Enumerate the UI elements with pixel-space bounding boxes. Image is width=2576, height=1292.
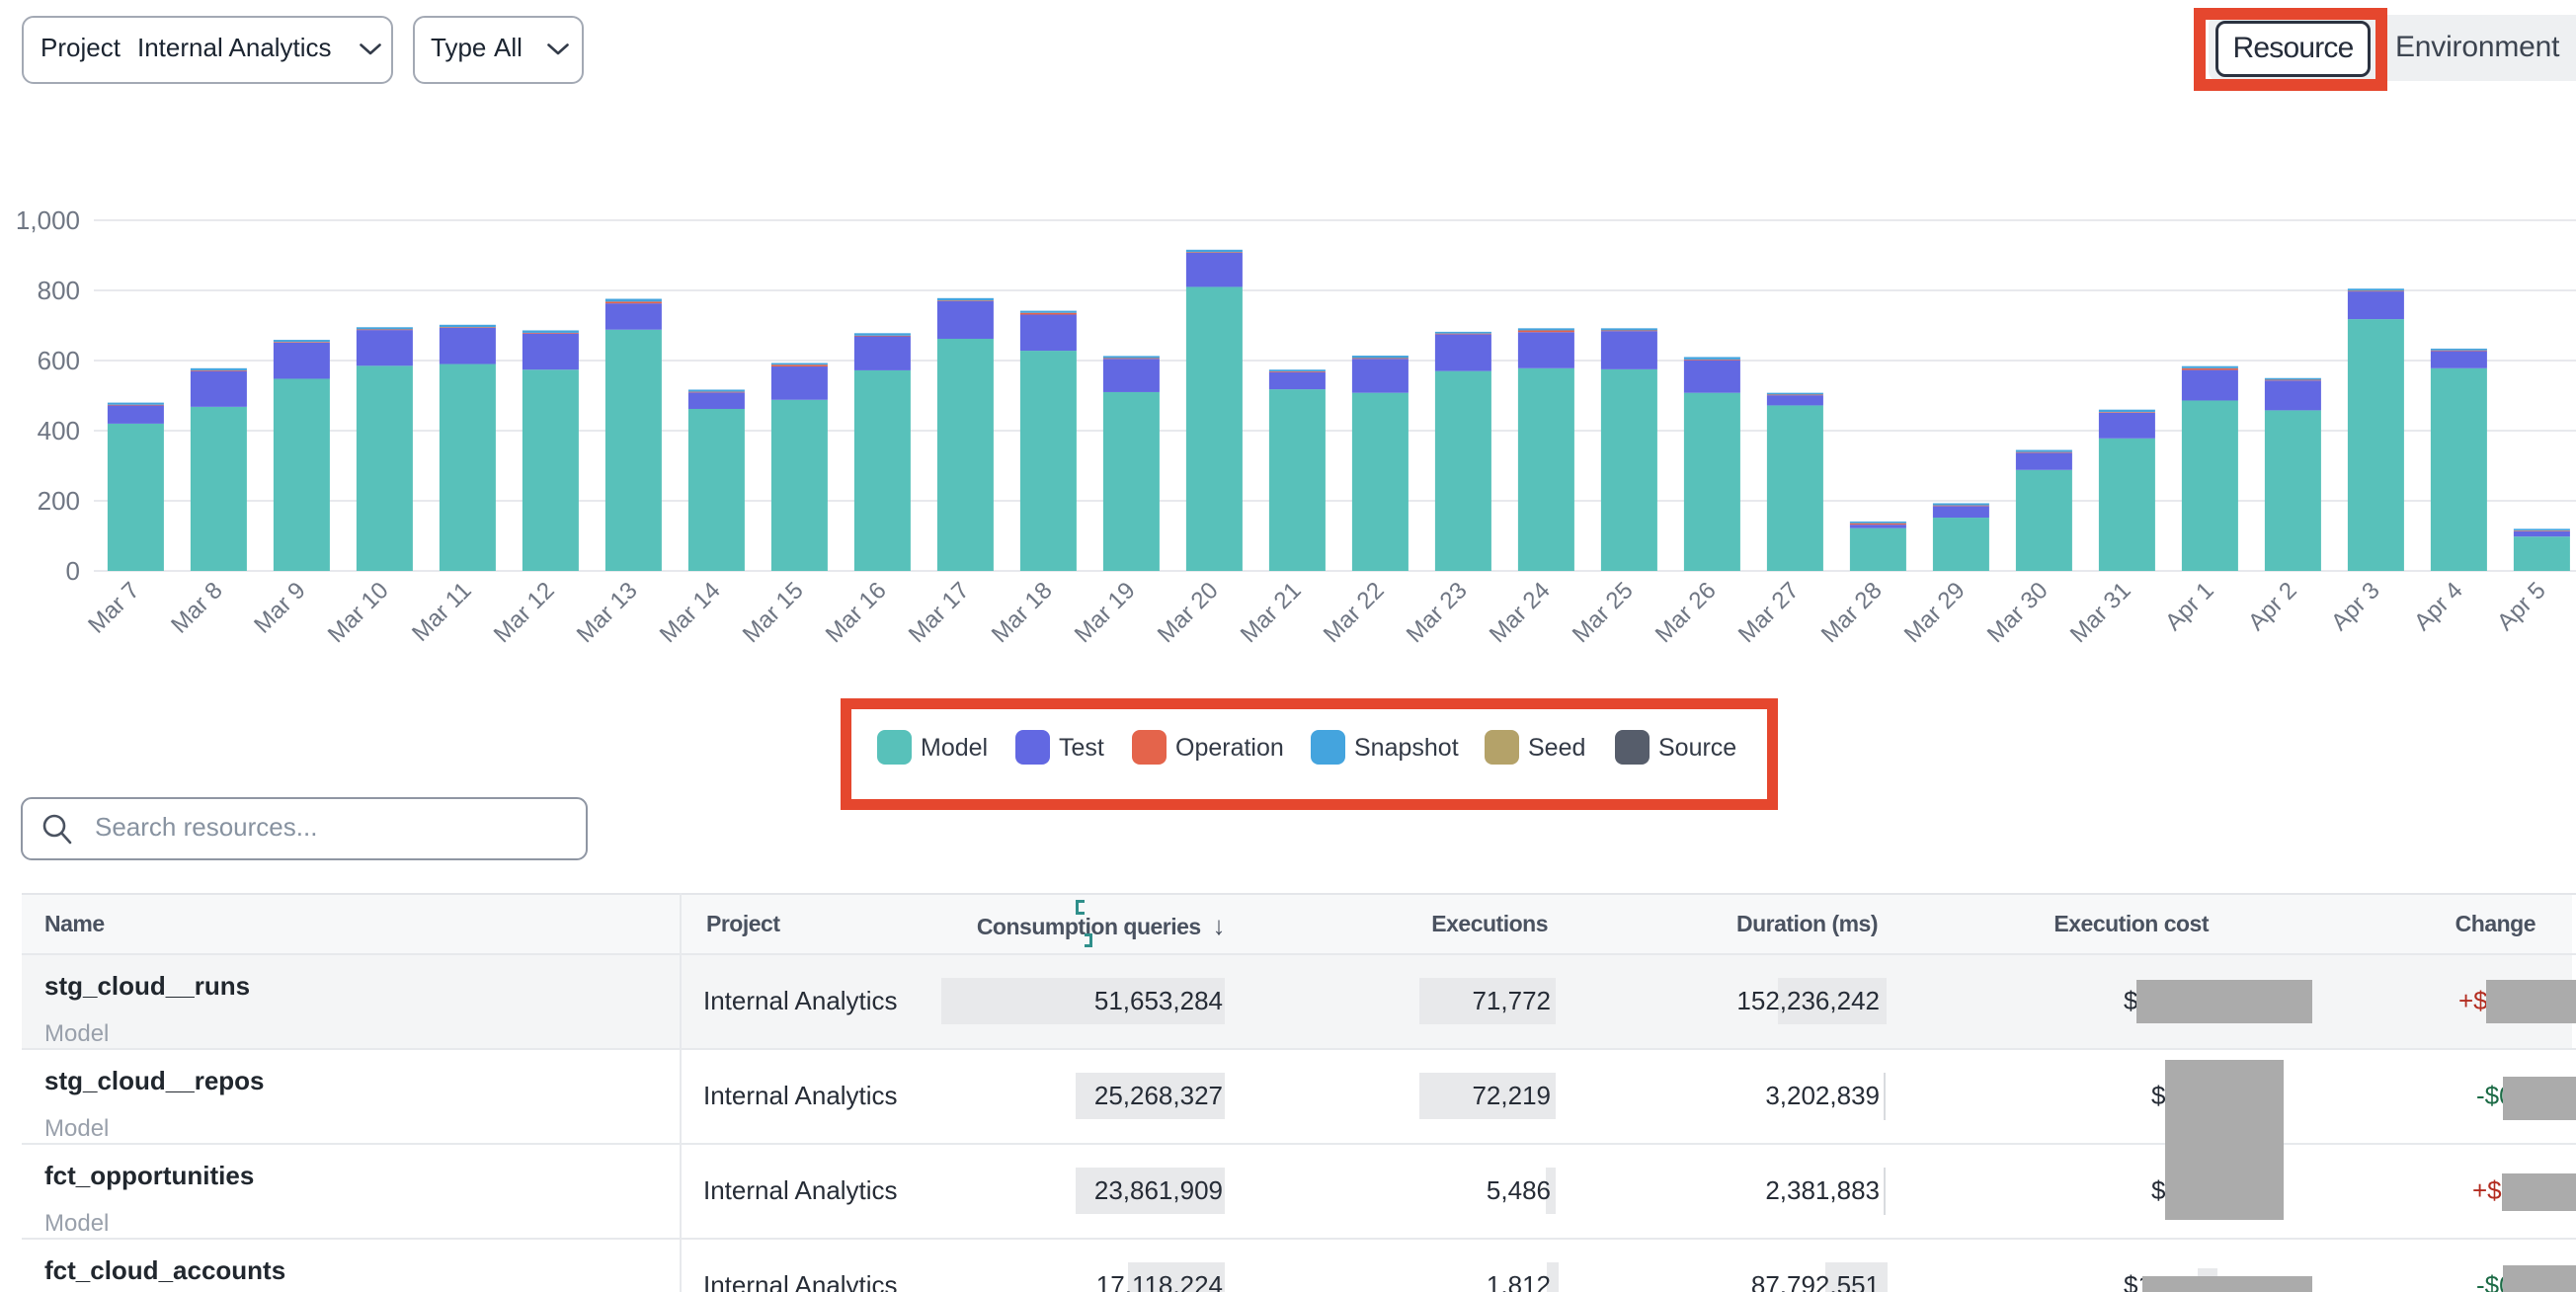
svg-text:Apr 1: Apr 1 [2160,577,2219,636]
svg-text:Mar 11: Mar 11 [407,577,477,647]
svg-text:800: 800 [38,276,80,305]
svg-text:Mar 30: Mar 30 [1982,577,2053,648]
svg-text:Mar 27: Mar 27 [1733,577,1805,648]
svg-text:Mar 15: Mar 15 [738,577,809,648]
svg-text:Apr 4: Apr 4 [2409,577,2468,636]
svg-text:Mar 14: Mar 14 [655,577,726,648]
svg-text:Mar 23: Mar 23 [1402,577,1473,648]
svg-text:Mar 18: Mar 18 [987,577,1058,648]
svg-text:Mar 22: Mar 22 [1319,577,1390,648]
svg-text:600: 600 [38,346,80,375]
svg-text:Mar 25: Mar 25 [1568,577,1639,648]
svg-text:Apr 3: Apr 3 [2326,577,2385,636]
svg-text:Mar 26: Mar 26 [1650,577,1722,648]
svg-text:Mar 20: Mar 20 [1153,577,1224,648]
svg-text:200: 200 [38,486,80,516]
svg-text:Mar 10: Mar 10 [323,577,394,648]
svg-text:Mar 9: Mar 9 [249,577,310,638]
svg-text:1,000: 1,000 [16,205,80,235]
svg-text:Mar 12: Mar 12 [489,577,560,648]
svg-text:Mar 8: Mar 8 [166,577,227,638]
svg-text:0: 0 [66,556,80,586]
svg-text:Mar 24: Mar 24 [1485,577,1556,648]
svg-text:Mar 13: Mar 13 [572,577,643,648]
svg-text:Mar 21: Mar 21 [1236,577,1307,648]
svg-text:Mar 31: Mar 31 [2065,577,2136,648]
svg-text:Mar 7: Mar 7 [83,577,144,638]
svg-text:Mar 16: Mar 16 [821,577,892,648]
svg-text:Apr 5: Apr 5 [2492,577,2551,636]
svg-text:Mar 29: Mar 29 [1899,577,1971,648]
svg-text:Mar 19: Mar 19 [1070,577,1141,648]
svg-text:400: 400 [38,416,80,445]
svg-text:Mar 28: Mar 28 [1816,577,1888,648]
svg-text:Mar 17: Mar 17 [904,577,975,648]
svg-text:Apr 2: Apr 2 [2243,577,2302,636]
